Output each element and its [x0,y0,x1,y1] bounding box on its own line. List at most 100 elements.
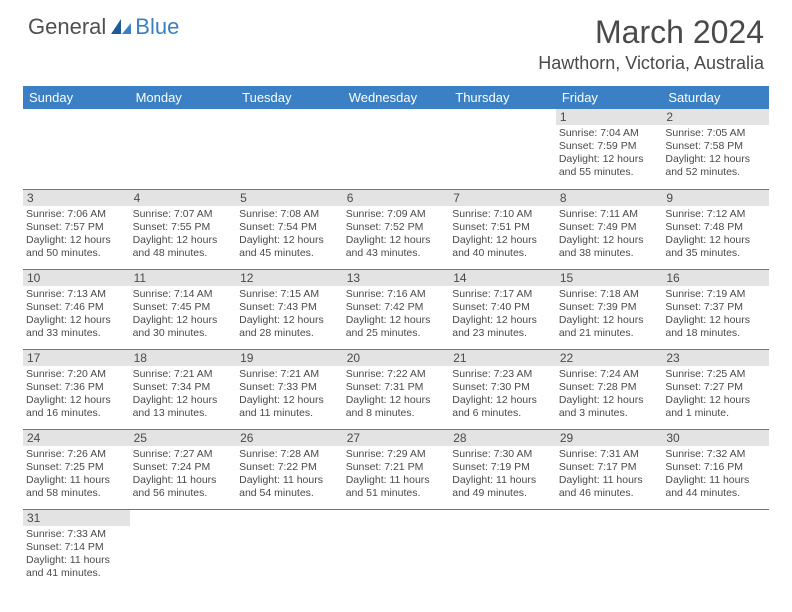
calendar-cell: 6Sunrise: 7:09 AMSunset: 7:52 PMDaylight… [343,189,450,269]
sunrise-text: Sunrise: 7:18 AM [559,288,660,301]
cell-body: Sunrise: 7:07 AMSunset: 7:55 PMDaylight:… [130,206,237,264]
cell-body: Sunrise: 7:21 AMSunset: 7:34 PMDaylight:… [130,366,237,424]
daylight-text: Daylight: 12 hours and 11 minutes. [239,394,340,420]
cell-body: Sunrise: 7:16 AMSunset: 7:42 PMDaylight:… [343,286,450,344]
calendar-cell-empty [236,509,343,589]
calendar-cell-empty [236,109,343,189]
cell-body: Sunrise: 7:09 AMSunset: 7:52 PMDaylight:… [343,206,450,264]
cell-body: Sunrise: 7:26 AMSunset: 7:25 PMDaylight:… [23,446,130,504]
cell-body: Sunrise: 7:30 AMSunset: 7:19 PMDaylight:… [449,446,556,504]
calendar-cell: 23Sunrise: 7:25 AMSunset: 7:27 PMDayligh… [662,349,769,429]
day-number: 29 [556,430,663,446]
day-number: 10 [23,270,130,286]
cell-body: Sunrise: 7:10 AMSunset: 7:51 PMDaylight:… [449,206,556,264]
calendar-cell: 19Sunrise: 7:21 AMSunset: 7:33 PMDayligh… [236,349,343,429]
logo-text-blue: Blue [135,14,179,40]
calendar-cell: 21Sunrise: 7:23 AMSunset: 7:30 PMDayligh… [449,349,556,429]
sunrise-text: Sunrise: 7:21 AM [239,368,340,381]
calendar-cell-empty [130,509,237,589]
daylight-text: Daylight: 12 hours and 21 minutes. [559,314,660,340]
calendar-cell: 24Sunrise: 7:26 AMSunset: 7:25 PMDayligh… [23,429,130,509]
daylight-text: Daylight: 11 hours and 49 minutes. [452,474,553,500]
day-number: 3 [23,190,130,206]
sunrise-text: Sunrise: 7:21 AM [133,368,234,381]
daylight-text: Daylight: 11 hours and 56 minutes. [133,474,234,500]
calendar-cell: 17Sunrise: 7:20 AMSunset: 7:36 PMDayligh… [23,349,130,429]
sail-icon [109,17,135,42]
sunset-text: Sunset: 7:27 PM [665,381,766,394]
day-number: 4 [130,190,237,206]
sunrise-text: Sunrise: 7:20 AM [26,368,127,381]
location: Hawthorn, Victoria, Australia [538,53,764,74]
calendar-cell: 20Sunrise: 7:22 AMSunset: 7:31 PMDayligh… [343,349,450,429]
sunrise-text: Sunrise: 7:09 AM [346,208,447,221]
calendar-cell: 5Sunrise: 7:08 AMSunset: 7:54 PMDaylight… [236,189,343,269]
calendar-cell-empty [23,109,130,189]
logo: General Blue [28,14,179,40]
calendar-cell: 14Sunrise: 7:17 AMSunset: 7:40 PMDayligh… [449,269,556,349]
sunset-text: Sunset: 7:42 PM [346,301,447,314]
sunset-text: Sunset: 7:14 PM [26,541,127,554]
day-number: 11 [130,270,237,286]
calendar-cell-empty [130,109,237,189]
cell-body: Sunrise: 7:32 AMSunset: 7:16 PMDaylight:… [662,446,769,504]
day-header: Monday [130,86,237,109]
day-number: 30 [662,430,769,446]
daylight-text: Daylight: 11 hours and 41 minutes. [26,554,127,580]
cell-body: Sunrise: 7:29 AMSunset: 7:21 PMDaylight:… [343,446,450,504]
calendar-week: 17Sunrise: 7:20 AMSunset: 7:36 PMDayligh… [23,349,769,429]
calendar-week: 31Sunrise: 7:33 AMSunset: 7:14 PMDayligh… [23,509,769,589]
day-number: 16 [662,270,769,286]
title-block: March 2024 Hawthorn, Victoria, Australia [538,14,764,74]
calendar-header-row: SundayMondayTuesdayWednesdayThursdayFrid… [23,86,769,109]
sunrise-text: Sunrise: 7:11 AM [559,208,660,221]
calendar-cell-empty [662,509,769,589]
calendar-cell: 2Sunrise: 7:05 AMSunset: 7:58 PMDaylight… [662,109,769,189]
sunrise-text: Sunrise: 7:14 AM [133,288,234,301]
day-number: 23 [662,350,769,366]
sunset-text: Sunset: 7:49 PM [559,221,660,234]
calendar-cell: 15Sunrise: 7:18 AMSunset: 7:39 PMDayligh… [556,269,663,349]
sunrise-text: Sunrise: 7:10 AM [452,208,553,221]
cell-body: Sunrise: 7:31 AMSunset: 7:17 PMDaylight:… [556,446,663,504]
sunset-text: Sunset: 7:59 PM [559,140,660,153]
sunrise-text: Sunrise: 7:23 AM [452,368,553,381]
daylight-text: Daylight: 11 hours and 54 minutes. [239,474,340,500]
sunrise-text: Sunrise: 7:05 AM [665,127,766,140]
day-number: 9 [662,190,769,206]
logo-text-general: General [28,14,106,40]
cell-body: Sunrise: 7:14 AMSunset: 7:45 PMDaylight:… [130,286,237,344]
sunset-text: Sunset: 7:58 PM [665,140,766,153]
cell-body: Sunrise: 7:12 AMSunset: 7:48 PMDaylight:… [662,206,769,264]
cell-body: Sunrise: 7:27 AMSunset: 7:24 PMDaylight:… [130,446,237,504]
day-header: Thursday [449,86,556,109]
day-header: Wednesday [343,86,450,109]
sunset-text: Sunset: 7:37 PM [665,301,766,314]
calendar-cell: 26Sunrise: 7:28 AMSunset: 7:22 PMDayligh… [236,429,343,509]
sunrise-text: Sunrise: 7:16 AM [346,288,447,301]
calendar-week: 24Sunrise: 7:26 AMSunset: 7:25 PMDayligh… [23,429,769,509]
calendar-cell: 25Sunrise: 7:27 AMSunset: 7:24 PMDayligh… [130,429,237,509]
day-number: 20 [343,350,450,366]
day-number: 12 [236,270,343,286]
day-number: 7 [449,190,556,206]
sunset-text: Sunset: 7:28 PM [559,381,660,394]
day-number: 13 [343,270,450,286]
sunrise-text: Sunrise: 7:29 AM [346,448,447,461]
daylight-text: Daylight: 12 hours and 23 minutes. [452,314,553,340]
daylight-text: Daylight: 12 hours and 28 minutes. [239,314,340,340]
cell-body: Sunrise: 7:18 AMSunset: 7:39 PMDaylight:… [556,286,663,344]
daylight-text: Daylight: 12 hours and 45 minutes. [239,234,340,260]
day-number: 5 [236,190,343,206]
daylight-text: Daylight: 12 hours and 18 minutes. [665,314,766,340]
calendar-week: 3Sunrise: 7:06 AMSunset: 7:57 PMDaylight… [23,189,769,269]
header: General Blue March 2024 Hawthorn, Victor… [0,0,792,80]
calendar-cell: 7Sunrise: 7:10 AMSunset: 7:51 PMDaylight… [449,189,556,269]
cell-body: Sunrise: 7:08 AMSunset: 7:54 PMDaylight:… [236,206,343,264]
day-header: Sunday [23,86,130,109]
calendar-cell: 12Sunrise: 7:15 AMSunset: 7:43 PMDayligh… [236,269,343,349]
sunset-text: Sunset: 7:34 PM [133,381,234,394]
month-title: March 2024 [538,14,764,51]
sunrise-text: Sunrise: 7:22 AM [346,368,447,381]
cell-body: Sunrise: 7:06 AMSunset: 7:57 PMDaylight:… [23,206,130,264]
